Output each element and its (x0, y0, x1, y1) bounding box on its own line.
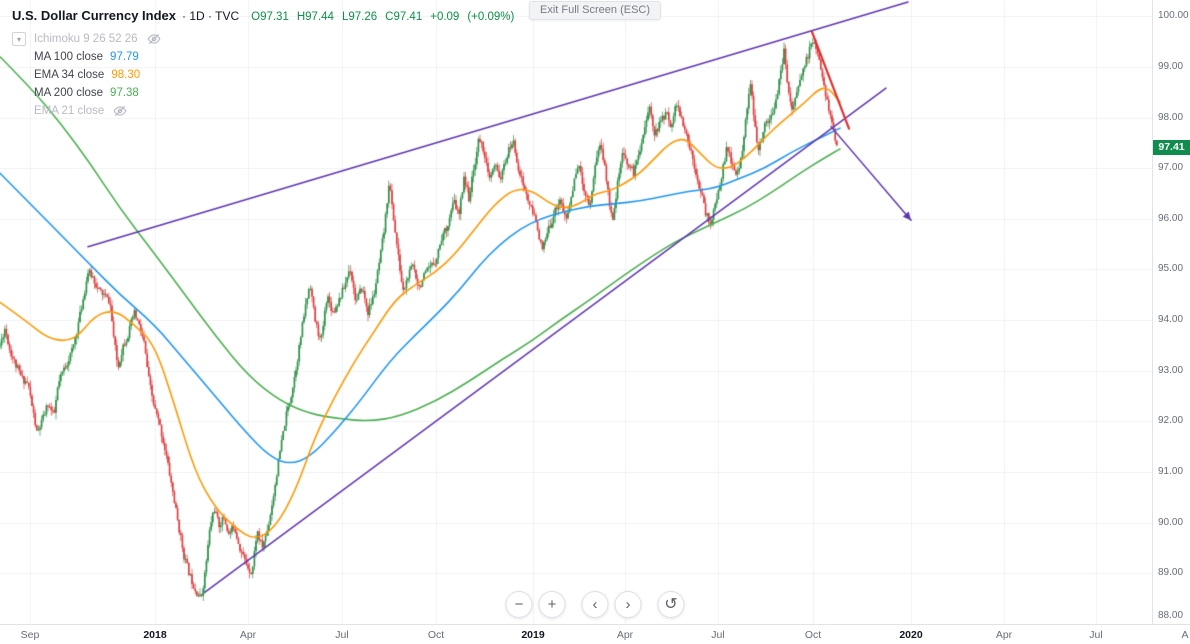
zoom-out-button[interactable]: − (505, 591, 533, 618)
indicator-row-ma100[interactable]: MA 100 close 97.79 (12, 48, 514, 66)
price-axis-label: 94.00 (1158, 314, 1184, 326)
price-axis-label: 99.00 (1158, 60, 1184, 72)
indicator-label: MA 100 close (34, 51, 104, 63)
symbol-interval-exchange[interactable]: · 1D · TVC (182, 9, 240, 23)
indicator-row-ma200[interactable]: MA 200 close 97.38 (12, 84, 514, 102)
time-axis-label: 2020 (899, 629, 923, 641)
change-value: +0.09 (430, 11, 460, 23)
scroll-right-button[interactable]: › (614, 591, 642, 618)
indicator-label: MA 200 close (34, 87, 104, 99)
time-axis-label: Jul (711, 629, 725, 641)
time-axis-label: Oct (804, 629, 822, 641)
scroll-left-button[interactable]: ‹ (581, 591, 609, 618)
indicator-value: 97.38 (110, 87, 139, 99)
zoom-in-button[interactable]: + (538, 591, 566, 618)
time-axis-label: Sep (20, 629, 40, 641)
last-price-badge: 97.41 (1153, 139, 1190, 155)
time-axis-label: Apr (239, 629, 257, 641)
price-axis-label: 93.00 (1158, 364, 1184, 376)
price-axis-label: 91.00 (1158, 466, 1184, 478)
high-value: H97.44 (296, 11, 334, 23)
chart-nav-controls: − + ‹ › ↺ (503, 591, 688, 618)
price-axis-label: 97.00 (1158, 162, 1184, 174)
price-axis-label: 95.00 (1158, 263, 1184, 275)
indicator-label: Ichimoku 9 26 52 26 (34, 33, 138, 45)
chart-canvas[interactable] (0, 0, 1152, 624)
time-axis-label: Apr (616, 629, 634, 641)
indicator-label: EMA 21 close (34, 105, 105, 117)
time-axis-label: Jul (1089, 629, 1103, 641)
price-axis[interactable]: 100.00 99.00 98.00 97.00 96.00 95.00 94.00 93.0… (1152, 0, 1190, 624)
chevron-down-icon[interactable]: ▾ (12, 32, 26, 46)
time-axis-label: 2018 (143, 629, 167, 641)
reset-chart-button[interactable]: ↺ (657, 591, 685, 618)
close-value: C97.41 (385, 11, 423, 23)
indicator-value: 98.30 (111, 69, 141, 81)
eye-off-icon[interactable] (147, 32, 161, 46)
indicator-row-ichimoku[interactable]: ▾ Ichimoku 9 26 52 26 (12, 30, 514, 48)
price-axis-label: 88.00 (1158, 610, 1184, 621)
indicator-row-ema34[interactable]: EMA 34 close 98.30 (12, 66, 514, 84)
indicator-value: 97.79 (110, 51, 139, 63)
symbol-name[interactable]: U.S. Dollar Currency Index (12, 8, 176, 23)
open-value: O97.31 (251, 11, 289, 23)
low-value: L97.26 (341, 11, 378, 23)
time-axis-label: Jul (335, 629, 349, 641)
price-axis-label: 96.00 (1158, 212, 1184, 224)
time-axis-label: 2019 (521, 629, 545, 641)
price-axis-label: 90.00 (1158, 516, 1184, 528)
ohlc-values: O97.31 H97.44 L97.26 C97.41 +0.09 (+0.09… (251, 11, 514, 23)
price-axis-label: 100.00 (1158, 10, 1189, 22)
indicator-label: EMA 34 close (34, 69, 105, 81)
change-percent-value: (+0.09%) (467, 11, 515, 23)
indicator-legend: ▾ Ichimoku 9 26 52 26 MA 100 close 97.79… (12, 30, 514, 120)
price-axis-label: 98.00 (1158, 111, 1184, 123)
exit-fullscreen-button[interactable]: Exit Full Screen (ESC) (528, 1, 662, 20)
time-axis-label: A (1181, 629, 1189, 641)
symbol-title-row: U.S. Dollar Currency Index · 1D · TVC O9… (12, 8, 514, 23)
time-axis-label: Apr (995, 629, 1013, 641)
price-axis-label: 89.00 (1158, 567, 1184, 579)
indicator-row-ema21[interactable]: EMA 21 close (12, 102, 514, 120)
chart-legend-panel: U.S. Dollar Currency Index · 1D · TVC O9… (12, 8, 514, 120)
time-axis-label: Oct (427, 629, 445, 641)
eye-off-icon[interactable] (113, 104, 127, 118)
price-axis-label: 92.00 (1158, 415, 1184, 427)
time-axis[interactable]: Sep 2018 Apr Jul Oct 2019 Apr Jul Oct 2020 Apr Jul A (0, 624, 1190, 644)
